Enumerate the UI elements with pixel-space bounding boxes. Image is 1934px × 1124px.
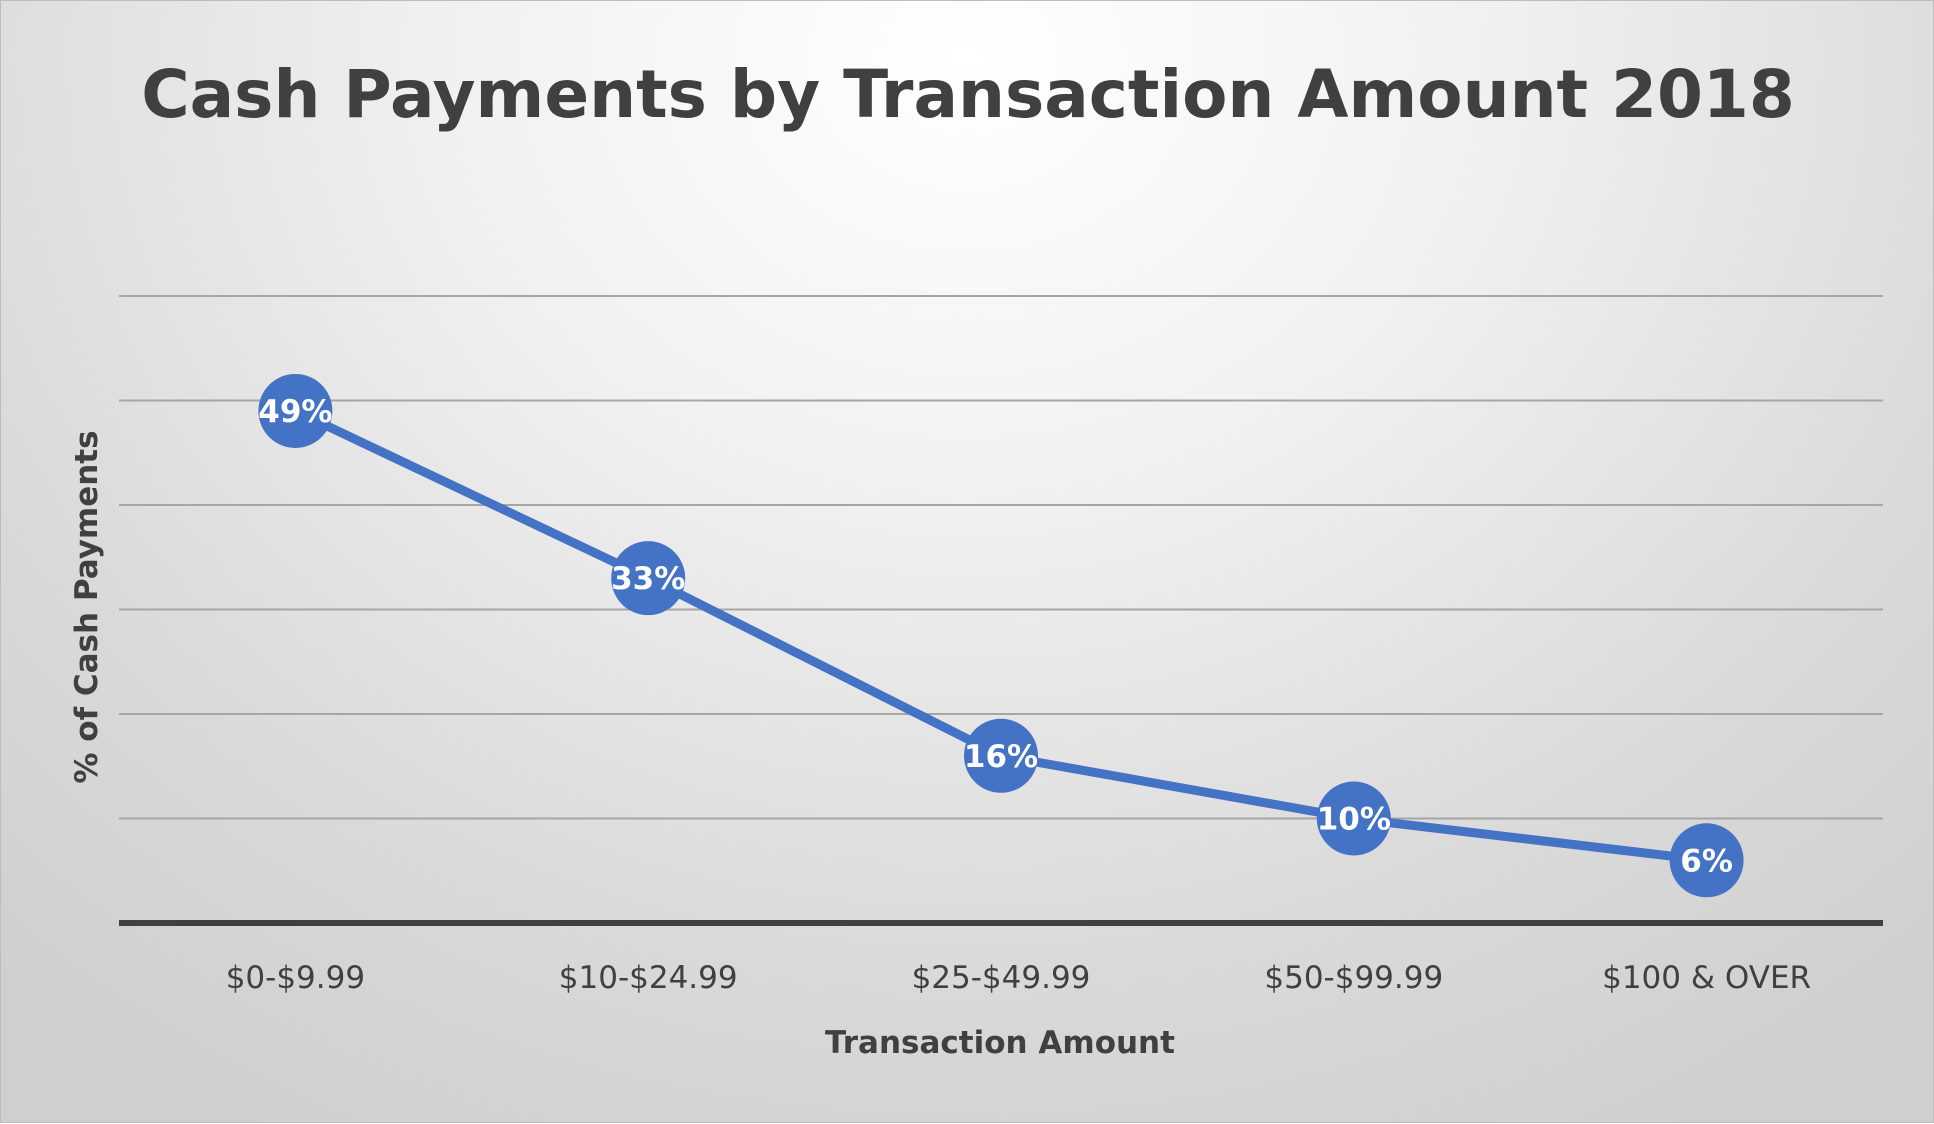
x-tick-label: $100 & OVER [1602, 960, 1811, 996]
chart-title: Cash Payments by Transaction Amount 2018 [141, 56, 1795, 133]
y-axis-title: % of Cash Payments [69, 430, 105, 783]
x-tick-label: $50-$99.99 [1264, 960, 1443, 996]
data-point-marker [1316, 781, 1391, 856]
x-tick-label: $25-$49.99 [912, 960, 1091, 996]
x-tick-label: $10-$24.99 [559, 960, 738, 996]
series-line [290, 406, 1712, 865]
data-point-marker [258, 373, 333, 448]
series-layer: 49% 33% 16% 10% 6% [258, 373, 1744, 898]
data-label: 16% [964, 739, 1038, 775]
data-point-marker [964, 718, 1038, 793]
x-axis-title: Transaction Amount [825, 1025, 1175, 1061]
data-label: 10% [1317, 802, 1391, 838]
gridlines [119, 295, 1883, 820]
data-point-marker [1669, 823, 1744, 898]
data-label: 6% [1680, 843, 1733, 879]
data-label: 49% [258, 394, 332, 430]
data-label: 33% [611, 561, 685, 597]
x-tick-labels: $0-$9.99 $10-$24.99 $25-$49.99 $50-$99.99 $1… [226, 960, 1811, 996]
data-point-marker [611, 541, 686, 616]
x-tick-label: $0-$9.99 [226, 960, 365, 996]
